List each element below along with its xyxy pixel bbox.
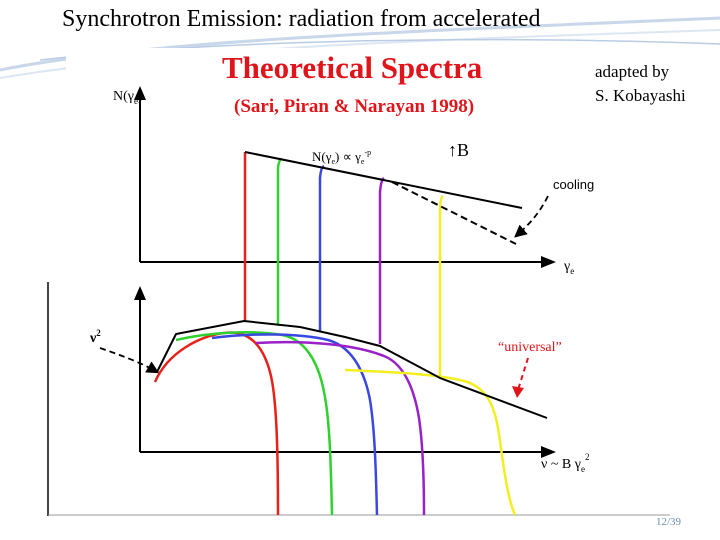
top-curve-yellow: [438, 194, 444, 262]
top-x-label: γe: [563, 259, 574, 276]
nu-squared-arrow: [99, 347, 160, 374]
spectrum-blue: [211, 333, 379, 516]
bottom-x-label: ν ~ B γe2: [541, 452, 589, 474]
spectrum-green: [175, 331, 334, 516]
universal-arrow-head: [512, 386, 524, 398]
credit-text: adapted by S. Kobayashi: [595, 60, 686, 108]
figure-top-panel: [66, 48, 650, 280]
bottom-y-axis-arrow: [134, 286, 146, 300]
slide-title: Synchrotron Emission: radiation from acc…: [62, 6, 541, 32]
cooling-label: cooling: [553, 177, 594, 192]
bottom-y-label: ν2: [89, 328, 101, 346]
figure-bottom-panel: [48, 280, 670, 516]
universal-label: “universal”: [498, 340, 562, 355]
top-curve-purple: [378, 176, 385, 262]
spectrum-red: [153, 331, 280, 516]
cooling-arrow: [514, 195, 549, 238]
universal-envelope: [156, 319, 548, 419]
powerlaw-line: [244, 151, 523, 209]
top-y-label: N(γe): [113, 89, 143, 106]
credit-line: S. Kobayashi: [595, 86, 686, 105]
top-curve-blue: [318, 164, 325, 262]
bottom-x-axis-arrow: [541, 446, 556, 458]
b-field-label: ↑B: [448, 140, 469, 160]
cooling-break-line: [391, 181, 517, 245]
top-y-axis-arrow: [134, 86, 146, 100]
figure-citation: (Sari, Piran & Narayan 1998): [234, 96, 474, 117]
credit-line: adapted by: [595, 62, 670, 81]
powerlaw-label: N(γe) ∝ γe-p: [312, 148, 371, 166]
universal-arrow: [517, 357, 529, 391]
page-number: 12/39: [656, 516, 682, 528]
figure-heading: Theoretical Spectra: [222, 50, 483, 85]
top-x-axis-arrow: [541, 256, 556, 268]
